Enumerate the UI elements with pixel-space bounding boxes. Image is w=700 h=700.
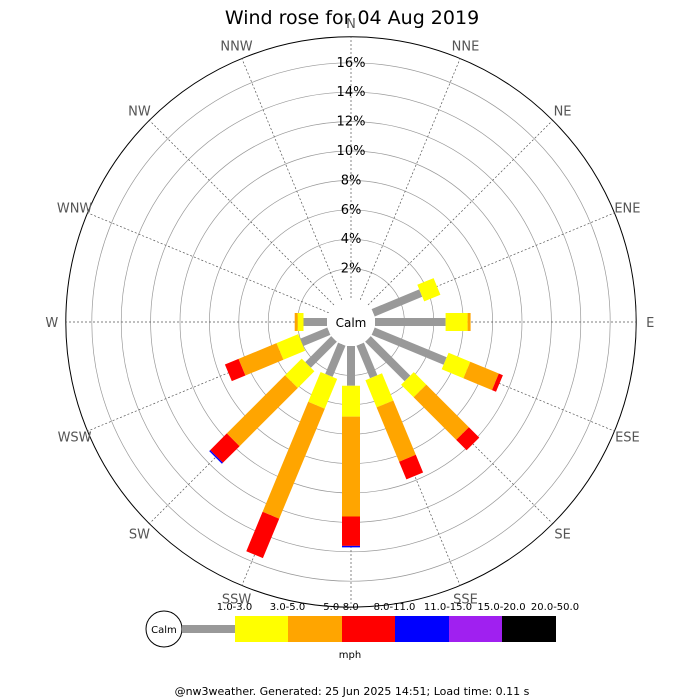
radial-tick-label-14: 14% xyxy=(337,85,366,100)
bar-sw-bin-0 xyxy=(305,336,337,368)
bar-e-bin-0 xyxy=(375,318,446,326)
direction-label-ene: ENE xyxy=(614,202,640,217)
bar-w-bin-2 xyxy=(294,313,298,331)
spoke-sw xyxy=(149,338,335,524)
legend-swatch-4 xyxy=(395,616,449,642)
direction-label-e: E xyxy=(646,316,654,331)
grid-ring-16 xyxy=(91,62,611,582)
spoke-wsw xyxy=(87,330,329,432)
bar-ssw-bin-1 xyxy=(308,372,338,409)
radial-tick-label-6: 6% xyxy=(341,203,362,218)
direction-label-ssw: SSW xyxy=(222,592,252,607)
bar-e-bin-2 xyxy=(467,313,471,331)
spoke-nne xyxy=(359,58,461,300)
direction-label-w: W xyxy=(45,316,58,331)
spoke-wnw xyxy=(87,212,329,314)
bar-wsw-bin-2 xyxy=(238,343,284,376)
direction-label-ne: NE xyxy=(554,104,572,119)
radial-tick-label-10: 10% xyxy=(337,144,366,159)
spoke-sse xyxy=(359,344,461,586)
bar-ese-bin-0 xyxy=(371,327,447,365)
bar-sw-bin-3 xyxy=(210,433,240,463)
legend-swatch-5 xyxy=(449,616,502,642)
bar-ssw-bin-0 xyxy=(325,342,346,377)
bar-ese-bin-2 xyxy=(463,361,499,391)
bar-sw-bin-2 xyxy=(226,375,298,447)
radial-tick-label-2: 2% xyxy=(341,262,362,277)
bar-ese-bin-3 xyxy=(492,373,503,392)
spoke-nnw xyxy=(241,58,343,300)
legend-label-3: 8.0-11.0 xyxy=(374,602,416,613)
legend: Calm 1.0-3.0 3.0-5.0 5.0-8.0 8.0-11.0 11.0-1… xyxy=(145,602,579,661)
footer-text: @nw3weather. Generated: 25 Jun 2025 14:5… xyxy=(175,685,530,698)
bar-se-bin-2 xyxy=(413,384,469,440)
bar-s-bin-2 xyxy=(342,416,360,517)
bar-s-bin-3 xyxy=(342,516,360,546)
bar-sse-bin-3 xyxy=(399,454,424,480)
legend-label-5: 15.0-20.0 xyxy=(477,602,525,613)
legend-swatch-1 xyxy=(235,616,288,642)
spoke-ene xyxy=(373,212,615,314)
polar-grid xyxy=(65,36,637,608)
bar-ese-bin-1 xyxy=(441,352,471,379)
bar-se-bin-1 xyxy=(401,372,427,398)
bar-e-bin-1 xyxy=(445,313,468,331)
bar-ene-bin-0 xyxy=(371,289,423,317)
direction-labels: NNNENEENEEESESESSESSSWSWWSWWWNWNWNNW xyxy=(45,17,654,630)
spoke-ese xyxy=(373,330,615,432)
legend-calm-label: Calm xyxy=(151,625,177,636)
bar-s-bin-0 xyxy=(347,346,355,386)
radial-tick-label-4: 4% xyxy=(341,232,362,247)
spoke-nw xyxy=(149,120,335,306)
legend-label-1: 3.0-5.0 xyxy=(270,602,305,613)
legend-label-6: 20.0-50.0 xyxy=(531,602,579,613)
bar-sse-bin-0 xyxy=(356,342,378,379)
legend-label-2: 5.0-8.0 xyxy=(323,602,358,613)
bar-ssw-bin-2 xyxy=(262,401,325,519)
bar-sse-bin-2 xyxy=(376,400,416,462)
legend-label-4: 11.0-15.0 xyxy=(424,602,472,613)
chart-title: Wind rose for 04 Aug 2019 xyxy=(225,7,479,29)
calm-label: Calm xyxy=(336,316,367,330)
bar-ssw-bin-3 xyxy=(246,511,280,559)
legend-swatch-2 xyxy=(288,616,342,642)
direction-label-sse: SSE xyxy=(453,592,478,607)
bar-wsw-bin-0 xyxy=(300,327,331,347)
wind-bars xyxy=(209,278,503,559)
bar-wsw-bin-3 xyxy=(224,358,246,382)
spoke-ne xyxy=(367,120,553,306)
direction-label-nnw: NNW xyxy=(220,40,252,55)
bar-w-bin-1 xyxy=(297,313,304,331)
bar-se-bin-3 xyxy=(456,427,480,451)
legend-units: mph xyxy=(339,650,361,661)
legend-swatch-6 xyxy=(502,616,556,642)
bar-sse-bin-1 xyxy=(365,373,394,408)
bar-sw-bin-4 xyxy=(209,450,223,464)
direction-label-n: N xyxy=(346,17,356,32)
bar-se-bin-0 xyxy=(365,336,411,382)
bar-sw-bin-1 xyxy=(285,358,315,388)
direction-label-ese: ESE xyxy=(615,430,640,445)
spoke-se xyxy=(367,338,553,524)
direction-label-se: SE xyxy=(554,528,570,543)
legend-swatch-0 xyxy=(182,625,235,633)
radial-tick-label-16: 16% xyxy=(337,56,366,71)
direction-label-wsw: WSW xyxy=(58,430,92,445)
legend-swatch-3 xyxy=(342,616,395,642)
calm-center: Calm xyxy=(327,298,375,346)
bar-w-bin-0 xyxy=(303,318,327,326)
bar-s-bin-1 xyxy=(342,385,360,417)
radial-tick-label-8: 8% xyxy=(341,173,362,188)
radial-tick-labels: 2% 4% 6% 8% 10% 12% 14% 16% xyxy=(337,56,366,277)
bar-ene-bin-1 xyxy=(417,278,441,302)
direction-label-sw: SW xyxy=(129,528,150,543)
radial-tick-label-12: 12% xyxy=(337,115,366,130)
bar-s-bin-4 xyxy=(342,545,360,548)
direction-label-nw: NW xyxy=(128,104,151,119)
legend-label-0: 1.0-3.0 xyxy=(217,602,252,613)
bar-wsw-bin-1 xyxy=(276,334,306,360)
direction-label-nne: NNE xyxy=(452,40,480,55)
direction-label-wnw: WNW xyxy=(57,202,93,217)
